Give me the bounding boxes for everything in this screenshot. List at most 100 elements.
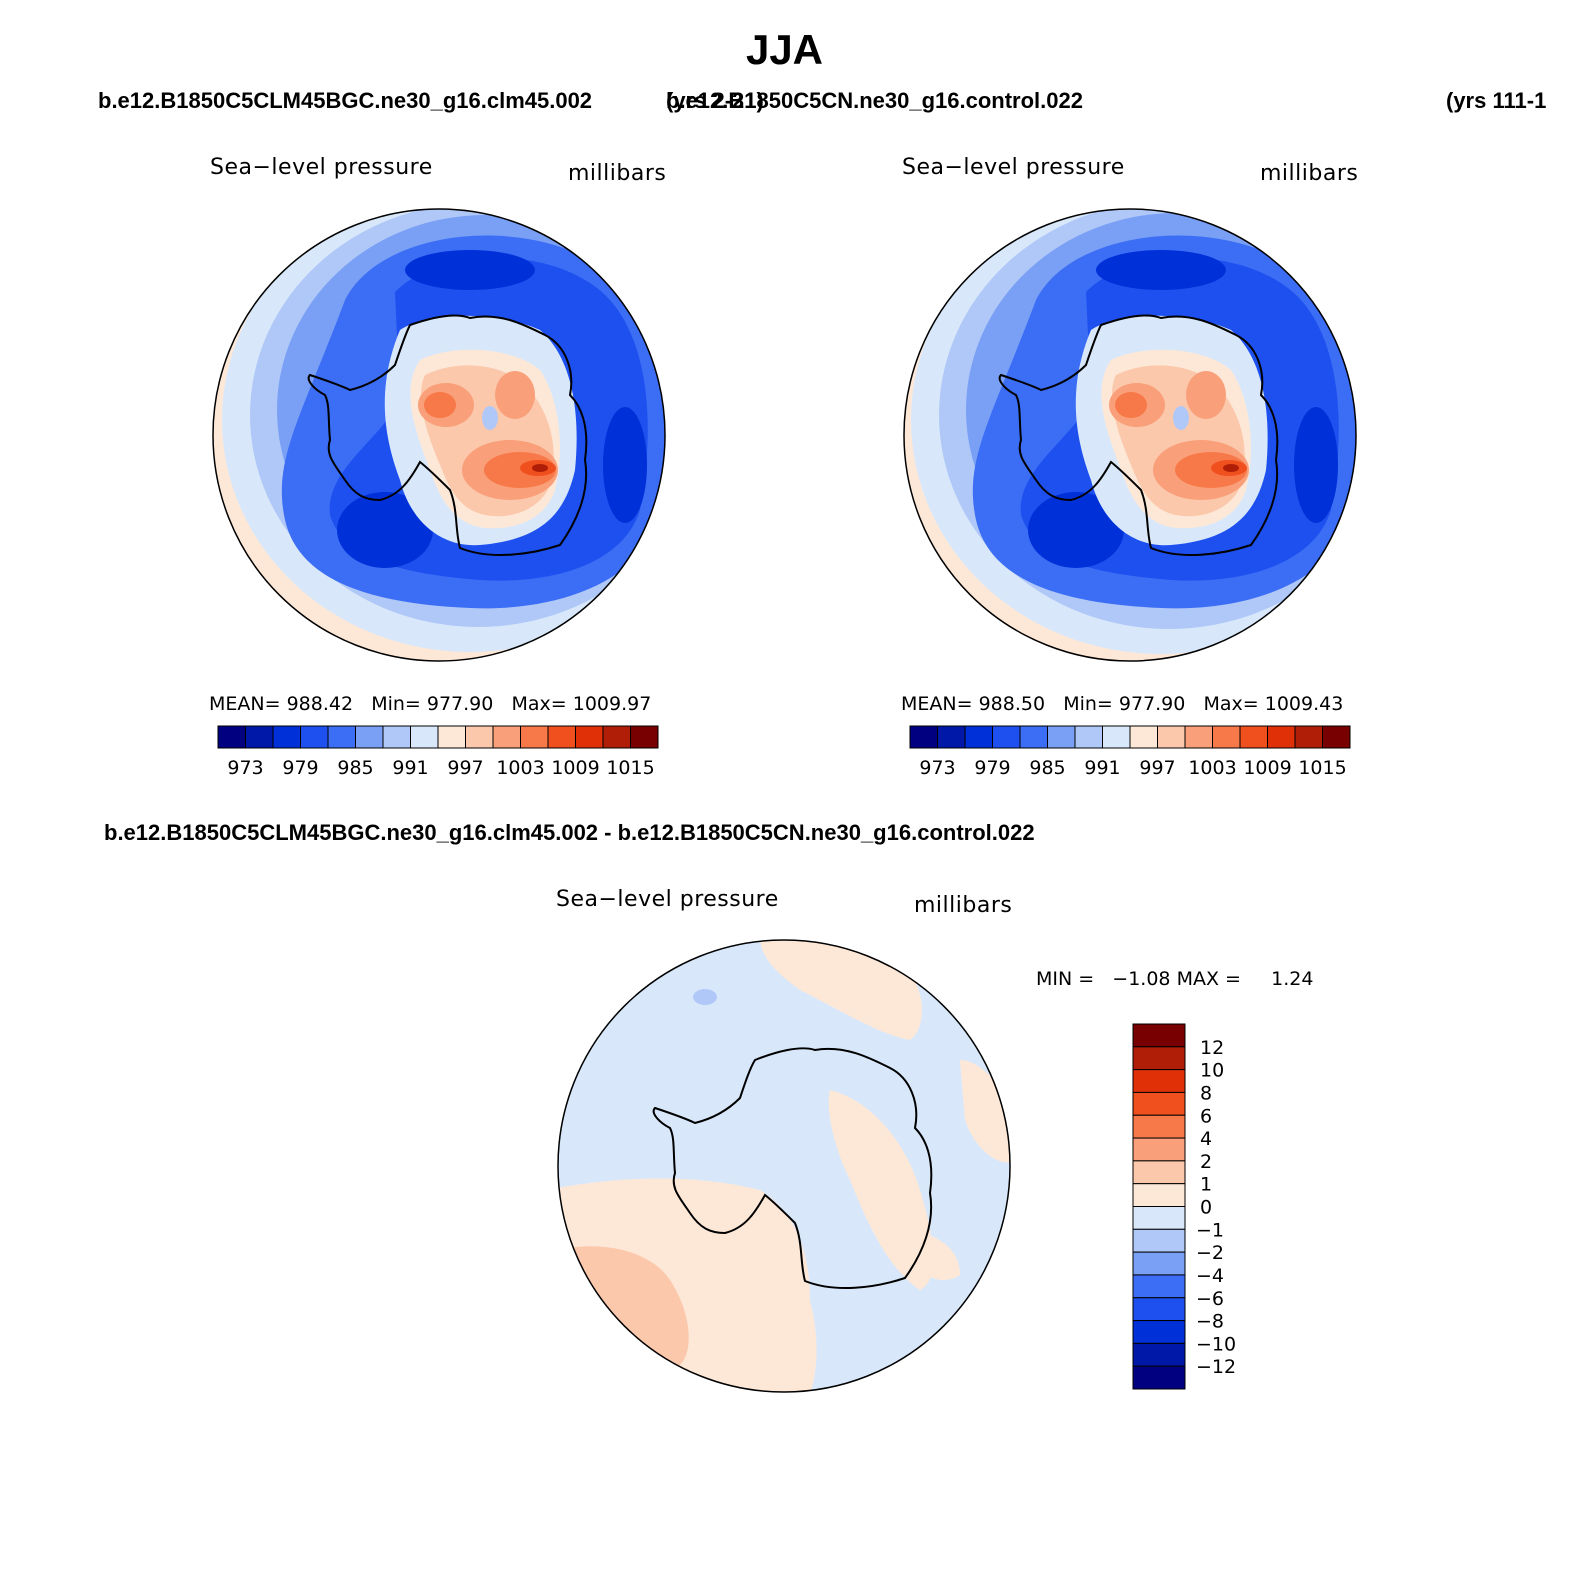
left-colorbar-tick-label: 979 bbox=[282, 757, 318, 779]
diff-stats: MIN = −1.08 MAX = 1.24 bbox=[1036, 968, 1313, 990]
diff-colorbar-tick-label: 2 bbox=[1200, 1151, 1212, 1173]
right-colorbar-tick-label: 985 bbox=[1029, 757, 1065, 779]
diff-colorbar-tick-label: −8 bbox=[1196, 1311, 1224, 1333]
right-colorbar-swatch bbox=[1074, 725, 1103, 749]
right-colorbar-tick-label: 997 bbox=[1139, 757, 1175, 779]
right-colorbar-swatch bbox=[1239, 725, 1268, 749]
diff-colorbar-tick-label: −1 bbox=[1196, 1219, 1224, 1241]
right-mean-value: 988.50 bbox=[978, 693, 1046, 715]
right-max-value: 1009.43 bbox=[1264, 693, 1344, 715]
right-colorbar: 973 979 985 991 997 1003 1009 1015 bbox=[909, 725, 1351, 779]
diff-colorbar-swatch bbox=[1132, 1023, 1186, 1048]
diff-colorbar-tick-label: 6 bbox=[1200, 1105, 1212, 1127]
diff-colorbar-swatch bbox=[1132, 1297, 1186, 1322]
diff-colorbar-swatch bbox=[1132, 1069, 1186, 1093]
right-case-name: b.e12.B1850C5CN.ne30_g16.control.022 bbox=[666, 88, 1083, 113]
left-case-years: (yrs 2-21) bbox=[666, 88, 764, 113]
diff-colorbar-tick-label: 10 bbox=[1200, 1060, 1224, 1082]
right-map bbox=[903, 208, 1357, 662]
left-colorbar-swatch bbox=[437, 725, 466, 749]
left-case-name: b.e12.B1850C5CLM45BGC.ne30_g16.clm45.002 bbox=[98, 88, 593, 113]
left-stats: MEAN= 988.42 Min= 977.90 Max= 1009.97 bbox=[209, 693, 651, 715]
diff-colorbar-tick-label: −6 bbox=[1196, 1288, 1224, 1310]
left-max-label: Max= bbox=[511, 693, 567, 715]
right-colorbar-swatch bbox=[1267, 725, 1296, 749]
left-colorbar-swatch bbox=[355, 725, 384, 749]
right-colorbar-tick-label: 973 bbox=[919, 757, 955, 779]
right-colorbar-tick-label: 1003 bbox=[1188, 757, 1236, 779]
diff-colorbar-swatch bbox=[1132, 1365, 1186, 1390]
left-min-label: Min= bbox=[371, 693, 421, 715]
diff-colorbar-swatch bbox=[1132, 1206, 1186, 1230]
right-colorbar-swatch bbox=[1102, 725, 1131, 749]
left-colorbar-tick-label: 1015 bbox=[606, 757, 654, 779]
right-units-label: millibars bbox=[1260, 161, 1359, 186]
right-colorbar-tick-label: 1009 bbox=[1243, 757, 1291, 779]
diff-colorbar-tick-label: −2 bbox=[1196, 1242, 1224, 1264]
right-colorbar-tick-label: 1015 bbox=[1298, 757, 1346, 779]
right-colorbar-swatch bbox=[1294, 725, 1323, 749]
right-colorbar-swatch bbox=[909, 725, 938, 749]
left-variable-label: Sea−level pressure bbox=[210, 155, 433, 180]
left-colorbar-swatch bbox=[245, 725, 274, 749]
right-colorbar-swatch bbox=[1019, 725, 1048, 749]
left-colorbar-swatch bbox=[602, 725, 631, 749]
right-mean-label: MEAN= bbox=[901, 693, 973, 715]
left-colorbar-tick-label: 973 bbox=[227, 757, 263, 779]
left-colorbar-tick-label: 991 bbox=[392, 757, 428, 779]
right-colorbar-tick-label: 979 bbox=[974, 757, 1010, 779]
right-colorbar-swatch bbox=[1157, 725, 1186, 749]
diff-max-value: 1.24 bbox=[1271, 968, 1314, 990]
left-colorbar-swatch bbox=[547, 725, 576, 749]
diff-colorbar-swatch bbox=[1132, 1251, 1186, 1276]
right-colorbar-swatch bbox=[964, 725, 993, 749]
diff-colorbar-swatch bbox=[1132, 1183, 1186, 1207]
diff-max-label: MAX = bbox=[1176, 968, 1241, 990]
right-max-label: Max= bbox=[1203, 693, 1259, 715]
season-title: JJA bbox=[745, 26, 824, 73]
diff-colorbar-swatch bbox=[1132, 1091, 1186, 1116]
diff-colorbar-tick-label: −12 bbox=[1196, 1356, 1236, 1378]
right-variable-label: Sea−level pressure bbox=[902, 155, 1125, 180]
left-min-value: 977.90 bbox=[426, 693, 494, 715]
left-colorbar-swatch bbox=[410, 725, 439, 749]
diff-colorbar-swatch bbox=[1132, 1228, 1186, 1253]
diff-colorbar-tick-label: −10 bbox=[1196, 1333, 1236, 1355]
diff-colorbar-swatch bbox=[1132, 1320, 1186, 1344]
left-mean-label: MEAN= bbox=[209, 693, 281, 715]
right-colorbar-swatch bbox=[1322, 725, 1351, 749]
left-colorbar-swatch bbox=[520, 725, 549, 749]
diff-colorbar-tick-label: 1 bbox=[1200, 1174, 1212, 1196]
right-colorbar-swatch bbox=[937, 725, 966, 749]
diff-colorbar-swatch bbox=[1132, 1046, 1186, 1071]
diff-variable-label: Sea−level pressure bbox=[556, 887, 779, 912]
left-colorbar-swatch bbox=[300, 725, 329, 749]
right-min-value: 977.90 bbox=[1118, 693, 1186, 715]
diff-colorbar-tick-label: 12 bbox=[1200, 1037, 1224, 1059]
left-max-value: 1009.97 bbox=[572, 693, 652, 715]
left-colorbar-swatch bbox=[575, 725, 604, 749]
diff-units-label: millibars bbox=[914, 893, 1013, 918]
diff-colorbar-tick-label: 4 bbox=[1200, 1128, 1212, 1150]
left-colorbar-tick-label: 1009 bbox=[551, 757, 599, 779]
right-colorbar-swatch bbox=[1129, 725, 1158, 749]
diff-colorbar-tick-label: 0 bbox=[1200, 1197, 1212, 1219]
left-map bbox=[212, 208, 666, 662]
left-colorbar-tick-label: 1003 bbox=[496, 757, 544, 779]
left-colorbar-tick-label: 985 bbox=[337, 757, 373, 779]
left-colorbar-tick-label: 997 bbox=[447, 757, 483, 779]
right-colorbar-swatch bbox=[1184, 725, 1213, 749]
diff-colorbar-swatch bbox=[1132, 1114, 1186, 1139]
left-colorbar-swatch bbox=[272, 725, 301, 749]
right-case-years: (yrs 111-1 bbox=[1446, 88, 1547, 113]
right-colorbar-swatch bbox=[1212, 725, 1241, 749]
left-colorbar-swatch bbox=[492, 725, 521, 749]
left-colorbar-swatch bbox=[465, 725, 494, 749]
diff-colorbar-tick-label: 8 bbox=[1200, 1082, 1212, 1104]
difference-title: b.e12.B1850C5CLM45BGC.ne30_g16.clm45.002… bbox=[104, 820, 1035, 845]
diff-colorbar-tick-label: −4 bbox=[1196, 1265, 1224, 1287]
right-colorbar-tick-label: 991 bbox=[1084, 757, 1120, 779]
diff-min-label: MIN = bbox=[1036, 968, 1095, 990]
diff-min-value: −1.08 bbox=[1112, 968, 1171, 990]
